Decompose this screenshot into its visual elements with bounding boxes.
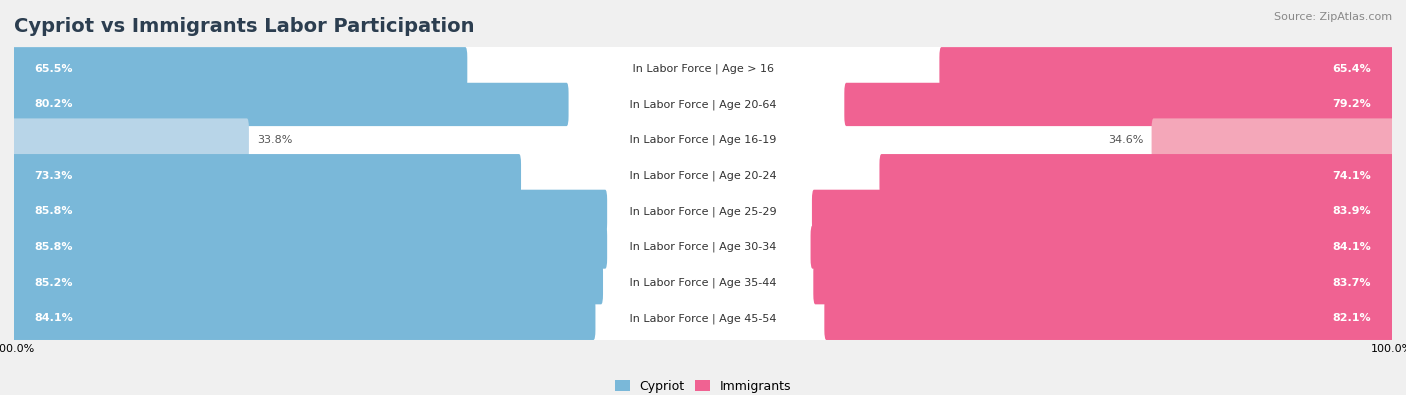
Text: 65.4%: 65.4%: [1333, 64, 1371, 74]
FancyBboxPatch shape: [939, 47, 1393, 90]
FancyBboxPatch shape: [13, 45, 1393, 92]
FancyBboxPatch shape: [824, 297, 1393, 340]
Text: 34.6%: 34.6%: [1108, 135, 1143, 145]
Text: 65.5%: 65.5%: [35, 64, 73, 74]
FancyBboxPatch shape: [13, 152, 1393, 199]
FancyBboxPatch shape: [13, 118, 249, 162]
Text: 73.3%: 73.3%: [35, 171, 73, 181]
Text: In Labor Force | Age > 16: In Labor Force | Age > 16: [628, 64, 778, 74]
FancyBboxPatch shape: [13, 190, 607, 233]
FancyBboxPatch shape: [13, 154, 522, 198]
FancyBboxPatch shape: [13, 117, 1393, 164]
Text: 85.8%: 85.8%: [35, 242, 73, 252]
FancyBboxPatch shape: [13, 261, 603, 304]
FancyBboxPatch shape: [13, 297, 596, 340]
FancyBboxPatch shape: [811, 190, 1393, 233]
FancyBboxPatch shape: [1152, 118, 1393, 162]
Text: 79.2%: 79.2%: [1333, 100, 1371, 109]
Legend: Cypriot, Immigrants: Cypriot, Immigrants: [610, 375, 796, 395]
FancyBboxPatch shape: [13, 225, 607, 269]
Text: In Labor Force | Age 16-19: In Labor Force | Age 16-19: [626, 135, 780, 145]
FancyBboxPatch shape: [813, 261, 1393, 304]
Text: Cypriot vs Immigrants Labor Participation: Cypriot vs Immigrants Labor Participatio…: [14, 17, 475, 36]
Text: 84.1%: 84.1%: [35, 313, 73, 324]
Text: 82.1%: 82.1%: [1333, 313, 1371, 324]
FancyBboxPatch shape: [845, 83, 1393, 126]
FancyBboxPatch shape: [13, 83, 568, 126]
Text: In Labor Force | Age 25-29: In Labor Force | Age 25-29: [626, 206, 780, 216]
Text: In Labor Force | Age 20-24: In Labor Force | Age 20-24: [626, 171, 780, 181]
Text: 33.8%: 33.8%: [257, 135, 292, 145]
Text: 84.1%: 84.1%: [1333, 242, 1371, 252]
FancyBboxPatch shape: [879, 154, 1393, 198]
Text: 83.9%: 83.9%: [1333, 206, 1371, 216]
Text: 83.7%: 83.7%: [1333, 278, 1371, 288]
FancyBboxPatch shape: [810, 225, 1393, 269]
Text: 74.1%: 74.1%: [1333, 171, 1371, 181]
Text: In Labor Force | Age 30-34: In Labor Force | Age 30-34: [626, 242, 780, 252]
FancyBboxPatch shape: [13, 295, 1393, 342]
FancyBboxPatch shape: [13, 81, 1393, 128]
Text: Source: ZipAtlas.com: Source: ZipAtlas.com: [1274, 12, 1392, 22]
FancyBboxPatch shape: [13, 223, 1393, 271]
Text: 85.8%: 85.8%: [35, 206, 73, 216]
Text: In Labor Force | Age 20-64: In Labor Force | Age 20-64: [626, 99, 780, 110]
Text: 85.2%: 85.2%: [35, 278, 73, 288]
Text: In Labor Force | Age 35-44: In Labor Force | Age 35-44: [626, 277, 780, 288]
FancyBboxPatch shape: [13, 47, 467, 90]
FancyBboxPatch shape: [13, 259, 1393, 307]
FancyBboxPatch shape: [13, 188, 1393, 235]
Text: 80.2%: 80.2%: [35, 100, 73, 109]
Text: In Labor Force | Age 45-54: In Labor Force | Age 45-54: [626, 313, 780, 324]
